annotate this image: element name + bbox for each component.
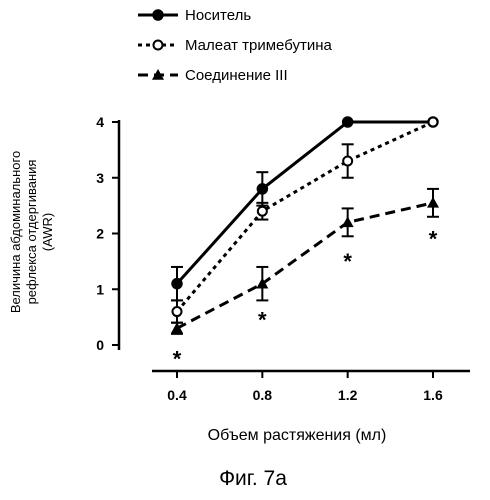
data-point: [429, 118, 438, 127]
y-tick-label: 0: [96, 337, 104, 353]
x-tick-label: 1.2: [338, 387, 358, 403]
data-point: [343, 117, 353, 127]
significance-marker: *: [258, 308, 267, 333]
x-tick-label: 1.6: [423, 387, 443, 403]
significance-marker: *: [173, 347, 182, 372]
x-tick-label: 0.4: [167, 387, 187, 403]
legend-marker: [153, 10, 163, 20]
y-tick-label: 4: [96, 114, 104, 130]
data-point: [257, 184, 267, 194]
x-tick-label: 0.8: [253, 387, 273, 403]
y-axis-title-line: (AWR): [40, 213, 55, 252]
data-point: [173, 307, 182, 316]
y-axis-title-line: рефлекса отдергивания: [24, 160, 39, 305]
significance-marker: *: [429, 227, 438, 252]
data-point: [258, 207, 267, 216]
legend-marker: [154, 41, 163, 50]
data-point: [172, 279, 182, 289]
series-line: [177, 122, 433, 312]
y-tick-label: 2: [96, 226, 104, 242]
legend-label: Носитель: [185, 7, 251, 24]
data-point: [427, 197, 439, 208]
legend-label: Соединение III: [185, 67, 288, 84]
figure-caption: Фиг. 7а: [219, 467, 287, 490]
y-axis-title-line: Величина абдоминального: [8, 151, 23, 313]
legend-label: Малеат тримебутина: [185, 37, 333, 54]
chart-annotations: * * * *: [173, 227, 438, 372]
legend: Носитель Малеат тримебутина Соединение III: [138, 7, 333, 84]
significance-marker: *: [343, 249, 352, 274]
data-point: [343, 157, 352, 166]
chart-axes: 0 1 2 3 4 0.4 0.8 1.2 1.6: [96, 114, 470, 403]
y-axis-title: Величина абдоминальногорефлекса отдергив…: [8, 151, 55, 313]
x-axis-title: Объем растяжения (мл): [208, 427, 387, 444]
series-line: [177, 122, 433, 284]
chart-series: [171, 117, 439, 334]
data-point: [342, 216, 354, 227]
y-tick-label: 3: [96, 170, 104, 186]
y-tick-label: 1: [96, 281, 104, 297]
